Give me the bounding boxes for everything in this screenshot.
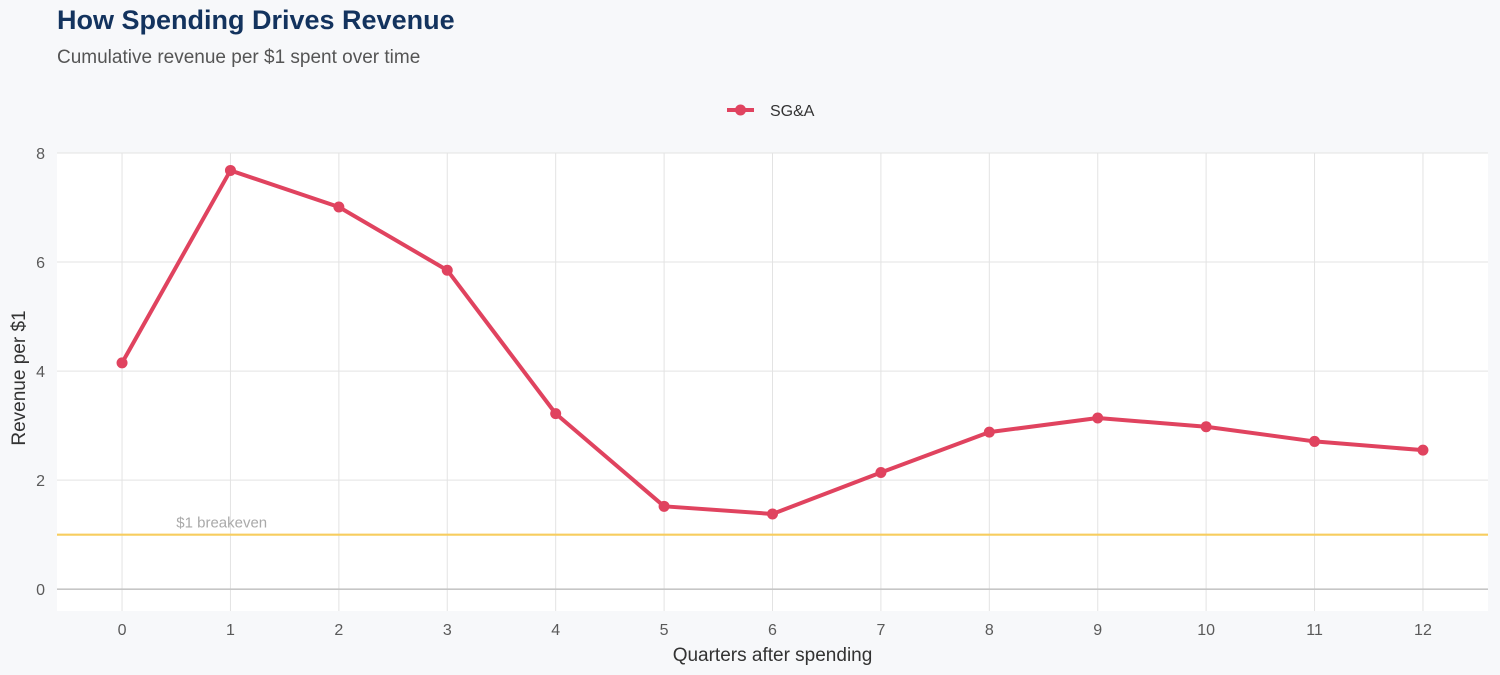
- y-tick-label: 4: [36, 364, 45, 381]
- data-point: [224, 164, 236, 176]
- data-point: [333, 201, 345, 213]
- x-tick-label: 4: [551, 622, 560, 639]
- x-tick-label: 2: [334, 622, 343, 639]
- data-point: [658, 500, 670, 512]
- y-tick-label: 2: [36, 473, 45, 490]
- data-point: [767, 508, 778, 520]
- data-point: [1417, 444, 1429, 456]
- data-point: [875, 467, 887, 479]
- data-point: [983, 426, 995, 438]
- legend-swatch-marker: [735, 104, 746, 116]
- y-tick-label: 8: [36, 146, 45, 163]
- x-tick-label: 0: [118, 622, 127, 639]
- x-tick-label: 1: [226, 622, 235, 639]
- breakeven-label: $1 breakeven: [176, 515, 267, 532]
- legend-label-sga: SG&A: [770, 103, 815, 120]
- data-point: [550, 408, 562, 420]
- x-tick-label: 8: [985, 622, 994, 639]
- y-tick-label: 6: [36, 255, 45, 272]
- data-point: [116, 357, 128, 369]
- x-tick-label: 9: [1093, 622, 1102, 639]
- x-tick-label: 7: [876, 622, 885, 639]
- x-axis-ticks: 0 1 2 3 4 5 6 7 8 9 10 11 12: [118, 622, 1432, 639]
- chart-subtitle: Cumulative revenue per $1 spent over tim…: [57, 47, 421, 68]
- data-point: [1309, 435, 1321, 447]
- x-tick-label: 3: [443, 622, 452, 639]
- x-tick-label: 6: [768, 622, 777, 639]
- y-axis-title: Revenue per $1: [9, 310, 30, 445]
- x-tick-label: 10: [1197, 622, 1215, 639]
- chart-title: How Spending Drives Revenue: [57, 5, 455, 35]
- series-layer: [116, 164, 1429, 520]
- data-point: [1200, 421, 1212, 433]
- x-tick-label: 5: [660, 622, 669, 639]
- breakeven-reference: $1 breakeven: [57, 515, 1488, 536]
- y-tick-label: 0: [36, 582, 45, 599]
- x-axis-title: Quarters after spending: [673, 645, 873, 666]
- data-point: [441, 264, 453, 276]
- y-axis-ticks: 0 2 4 6 8: [36, 146, 45, 599]
- legend: SG&A: [727, 103, 815, 120]
- x-tick-label: 11: [1306, 622, 1323, 639]
- data-point: [1092, 412, 1104, 424]
- x-tick-label: 12: [1414, 622, 1432, 639]
